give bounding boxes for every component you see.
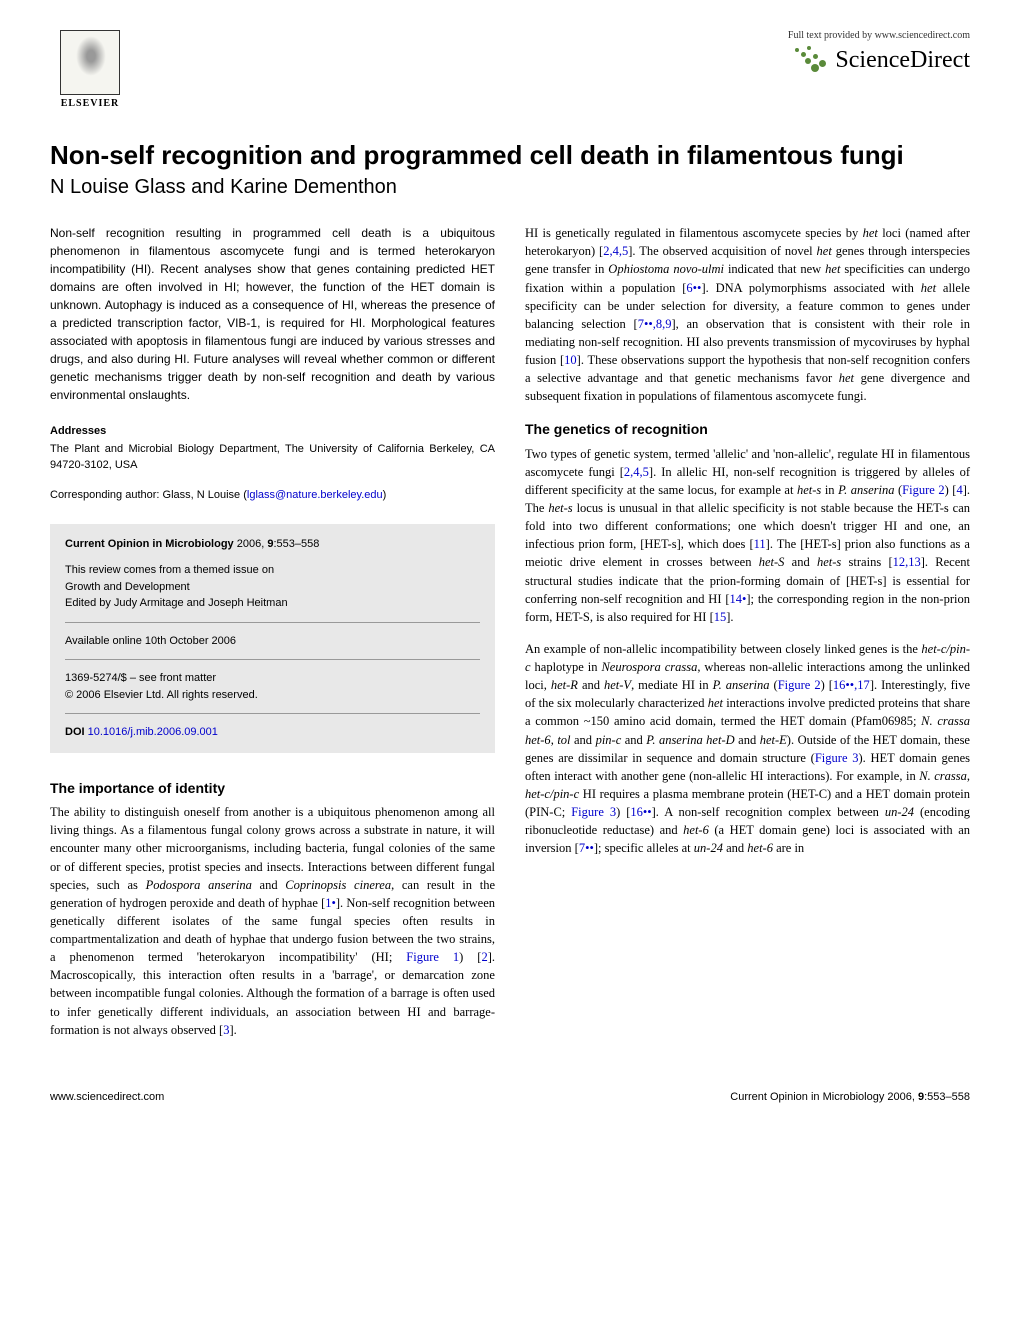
paragraph: An example of non-allelic incompatibilit… — [525, 640, 970, 858]
ref-link[interactable]: 6•• — [686, 281, 701, 295]
ref-link[interactable]: 7••,8,9 — [638, 317, 672, 331]
header: ELSEVIER Full text provided by www.scien… — [50, 30, 970, 120]
right-column: HI is genetically regulated in filamento… — [525, 224, 970, 1053]
ref-link[interactable]: 1• — [325, 896, 336, 910]
sciencedirect-block: Full text provided by www.sciencedirect.… — [787, 30, 970, 74]
ref-link[interactable]: 3 — [223, 1023, 229, 1037]
issn: 1369-5274/$ – see front matter — [65, 670, 480, 687]
elsevier-text: ELSEVIER — [61, 98, 120, 109]
ref-link[interactable]: 10 — [564, 353, 577, 367]
footer-right: Current Opinion in Microbiology 2006, 9:… — [730, 1091, 970, 1103]
doi-line: DOI 10.1016/j.mib.2006.09.001 — [65, 724, 480, 741]
doi-link[interactable]: 10.1016/j.mib.2006.09.001 — [88, 726, 218, 738]
authors: N Louise Glass and Karine Dementhon — [50, 176, 970, 199]
elsevier-tree-icon — [60, 30, 120, 95]
figure-link[interactable]: Figure 2 — [902, 483, 944, 497]
left-column: Non-self recognition resulting in progra… — [50, 224, 495, 1053]
addresses-label: Addresses — [50, 424, 495, 440]
ref-link[interactable]: 4 — [956, 483, 962, 497]
ref-link[interactable]: 2 — [481, 950, 487, 964]
sciencedirect-name: ScienceDirect — [835, 47, 970, 74]
available-online: Available online 10th October 2006 — [65, 633, 480, 650]
corresponding-suffix: ) — [383, 489, 387, 501]
figure-link[interactable]: Figure 3 — [571, 805, 616, 819]
themed-issue-line3: Edited by Judy Armitage and Joseph Heitm… — [65, 595, 480, 612]
two-column-layout: Non-self recognition resulting in progra… — [50, 224, 970, 1053]
ref-link[interactable]: 15 — [714, 610, 727, 624]
addresses: The Plant and Microbial Biology Departme… — [50, 442, 495, 473]
section-heading-importance: The importance of identity — [50, 778, 495, 798]
footer-left: www.sciencedirect.com — [50, 1091, 164, 1103]
ref-link[interactable]: 7•• — [579, 841, 594, 855]
paragraph: The ability to distinguish oneself from … — [50, 803, 495, 1039]
divider — [65, 713, 480, 714]
elsevier-logo: ELSEVIER — [50, 30, 130, 120]
sd-logo-row: ScienceDirect — [787, 46, 970, 74]
sd-tagline: Full text provided by www.sciencedirect.… — [787, 30, 970, 41]
figure-link[interactable]: Figure 1 — [406, 950, 459, 964]
divider — [65, 659, 480, 660]
ref-link[interactable]: 11 — [754, 537, 766, 551]
divider — [65, 622, 480, 623]
themed-issue-line1: This review comes from a themed issue on — [65, 562, 480, 579]
ref-link[interactable]: 2,4,5 — [603, 244, 628, 258]
abstract: Non-self recognition resulting in progra… — [50, 224, 495, 404]
copyright: © 2006 Elsevier Ltd. All rights reserved… — [65, 687, 480, 704]
themed-issue-line2: Growth and Development — [65, 579, 480, 596]
ref-link[interactable]: 16•• — [630, 805, 651, 819]
journal-reference: Current Opinion in Microbiology 2006, 9:… — [65, 536, 480, 553]
ref-link[interactable]: 14• — [729, 592, 746, 606]
paragraph: HI is genetically regulated in filamento… — [525, 224, 970, 405]
info-box: Current Opinion in Microbiology 2006, 9:… — [50, 524, 495, 753]
corresponding-email-link[interactable]: lglass@nature.berkeley.edu — [247, 489, 383, 501]
sciencedirect-dots-icon — [787, 46, 827, 74]
ref-link[interactable]: 2,4,5 — [624, 465, 649, 479]
paragraph: Two types of genetic system, termed 'all… — [525, 445, 970, 626]
article-title: Non-self recognition and programmed cell… — [50, 140, 970, 171]
footer: www.sciencedirect.com Current Opinion in… — [50, 1083, 970, 1103]
figure-link[interactable]: Figure 3 — [815, 751, 859, 765]
section-heading-genetics: The genetics of recognition — [525, 419, 970, 439]
ref-link[interactable]: 16••,17 — [833, 678, 870, 692]
corresponding-author: Corresponding author: Glass, N Louise (l… — [50, 488, 495, 504]
corresponding-prefix: Corresponding author: Glass, N Louise ( — [50, 489, 247, 501]
ref-link[interactable]: 12,13 — [893, 555, 921, 569]
figure-link[interactable]: Figure 2 — [778, 678, 821, 692]
